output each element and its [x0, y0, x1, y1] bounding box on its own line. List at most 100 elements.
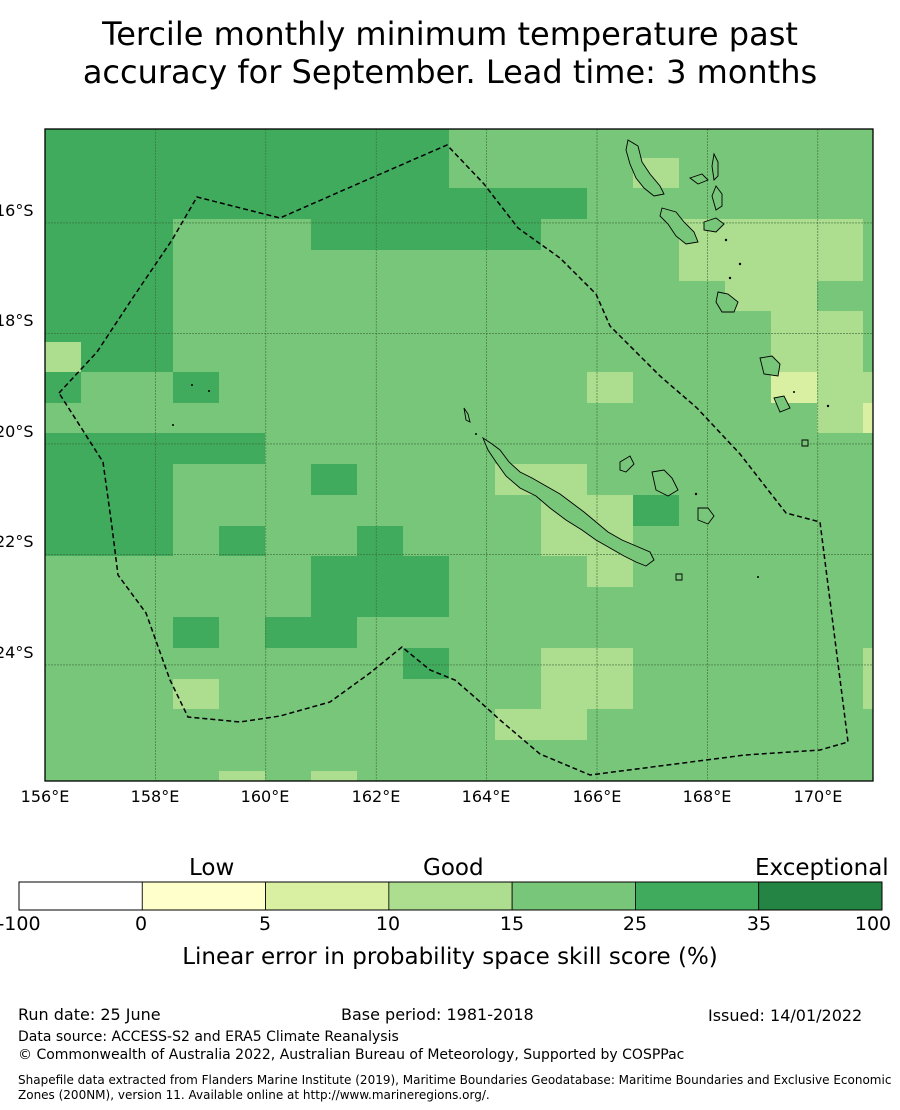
lon-label-160e: 160°E: [240, 787, 290, 806]
skill-cell: [725, 433, 772, 465]
skill-cell: [219, 740, 266, 772]
skill-cell: [403, 129, 450, 159]
skill-cell: [725, 250, 772, 282]
skill-cell: [771, 526, 818, 557]
skill-cell: [311, 679, 358, 710]
skill-cell: [173, 403, 220, 434]
skill-cell: [817, 129, 864, 159]
skill-cell: [173, 129, 220, 159]
skill-cell: [679, 129, 726, 159]
issued-date: Issued: 14/01/2022: [708, 1006, 863, 1025]
skill-cell: [403, 158, 450, 189]
skill-cell: [265, 372, 312, 404]
ouvea-coastline: [619, 455, 635, 473]
skill-cell: [817, 158, 864, 189]
skill-cell: [45, 188, 82, 220]
skill-cell: [863, 129, 874, 159]
skill-cell: [81, 342, 128, 373]
skill-cell: [403, 403, 450, 434]
skill-cell: [449, 526, 496, 557]
skill-cell: [541, 250, 588, 282]
skill-cell: [863, 188, 874, 220]
skill-cell: [817, 311, 864, 343]
skill-cell: [679, 740, 726, 772]
skill-cell: [219, 433, 266, 465]
skill-cell: [357, 129, 404, 159]
skill-cell: [449, 617, 496, 649]
lat-label-20s: 20°S: [0, 422, 34, 441]
colorbar-segment-35-to-100: [758, 881, 883, 911]
skill-cell: [587, 342, 634, 373]
skill-cell: [45, 158, 82, 189]
skill-cell: [311, 158, 358, 189]
skill-cell: [679, 464, 726, 496]
colorbar-segment-10-to-15: [388, 881, 513, 911]
skill-cell: [449, 250, 496, 282]
skill-cell: [771, 433, 818, 465]
skill-cell: [403, 556, 450, 588]
skill-cell: [541, 281, 588, 312]
skill-cell: [357, 188, 404, 220]
skill-cell: [633, 372, 680, 404]
skill-cell: [81, 464, 128, 496]
skill-cell: [403, 311, 450, 343]
skill-cell: [817, 617, 864, 649]
skill-cell: [449, 372, 496, 404]
skill-cell: [81, 771, 128, 782]
skill-cell: [45, 403, 82, 434]
skill-cell: [127, 403, 174, 434]
skill-cell: [863, 648, 874, 680]
skill-cell: [863, 679, 874, 710]
skill-cell: [265, 311, 312, 343]
skill-cell: [725, 403, 772, 434]
skill-cell: [403, 342, 450, 373]
skill-cell: [725, 740, 772, 772]
skill-cell: [127, 281, 174, 312]
skill-cell: [863, 311, 874, 343]
lon-label-168e: 168°E: [682, 787, 732, 806]
colorbar-tick-0: 0: [134, 913, 148, 935]
skill-cell: [771, 464, 818, 496]
skill-cell: [173, 372, 220, 404]
skill-cell: [127, 587, 174, 618]
skill-cell: [495, 281, 542, 312]
skill-cell: [495, 556, 542, 588]
skill-cell: [495, 188, 542, 220]
skill-cell: [127, 679, 174, 710]
skill-cell: [127, 188, 174, 220]
colorbar-segment-15-to-25: [511, 881, 636, 911]
colorbar-tick-10: 10: [375, 913, 401, 935]
mare-coastline: [697, 507, 715, 525]
skill-cell: [81, 281, 128, 312]
skill-cell: [219, 219, 266, 251]
skill-cell: [771, 679, 818, 710]
skill-cell: [863, 342, 874, 373]
skill-cell: [81, 433, 128, 465]
skill-cell: [449, 403, 496, 434]
skill-cell: [725, 771, 772, 782]
skill-cell: [863, 158, 874, 189]
skill-cell: [127, 617, 174, 649]
skill-cell: [817, 648, 864, 680]
skill-cell: [587, 617, 634, 649]
skill-cell: [771, 771, 818, 782]
skill-cell: [127, 372, 174, 404]
skill-cell: [127, 219, 174, 251]
skill-cell: [127, 433, 174, 465]
skill-cell: [219, 709, 266, 741]
category-exceptional: Exceptional: [755, 855, 889, 881]
skill-cell: [311, 587, 358, 618]
skill-cell: [449, 342, 496, 373]
skill-cell: [403, 679, 450, 710]
skill-cell: [311, 771, 358, 782]
skill-cell: [449, 219, 496, 251]
skill-cell: [817, 740, 864, 772]
skill-cell: [771, 311, 818, 343]
skill-cell: [771, 219, 818, 251]
skill-cell: [311, 556, 358, 588]
skill-cell: [265, 556, 312, 588]
skill-cell: [725, 495, 772, 527]
skill-cell: [771, 709, 818, 741]
skill-cell: [265, 158, 312, 189]
skill-cell: [679, 648, 726, 680]
